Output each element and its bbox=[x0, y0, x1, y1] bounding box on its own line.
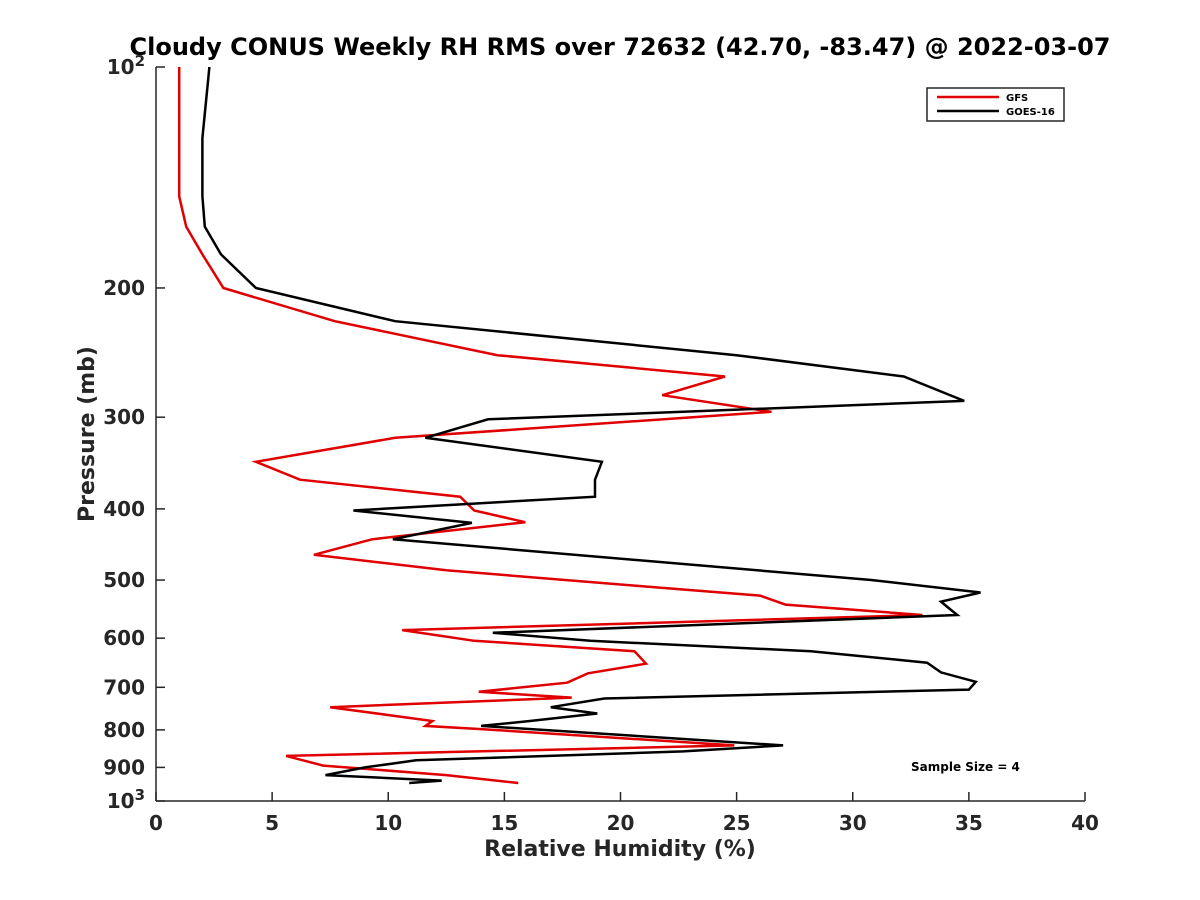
series-line-gfs bbox=[177, 67, 923, 785]
y-tick-label: 700 bbox=[103, 675, 145, 699]
y-tick-label: 500 bbox=[103, 568, 145, 592]
x-axis-ticks: 0 5 10 15 20 25 30 35 40 bbox=[149, 792, 1099, 835]
x-tick-label: 20 bbox=[607, 811, 635, 835]
y-axis-label: Pressure (mb) bbox=[75, 346, 100, 522]
x-tick-label: 15 bbox=[490, 811, 518, 835]
y-tick-label: 103 bbox=[107, 786, 145, 813]
x-tick-label: 0 bbox=[149, 811, 163, 835]
x-tick-label: 30 bbox=[839, 811, 867, 835]
y-tick-label: 102 bbox=[107, 52, 145, 79]
x-tick-label: 35 bbox=[955, 811, 983, 835]
sample-size-annotation: Sample Size = 4 bbox=[911, 760, 1020, 774]
y-tick-label: 200 bbox=[103, 276, 145, 300]
plot-area: 0 5 10 15 20 25 30 35 40 102 200 300 400 500 600 700 80… bbox=[103, 52, 1099, 835]
y-tick-label: 300 bbox=[103, 405, 145, 429]
x-tick-label: 40 bbox=[1071, 811, 1099, 835]
y-tick-label: 600 bbox=[103, 626, 145, 650]
legend-box bbox=[926, 87, 1065, 122]
chart-title: Cloudy CONUS Weekly RH RMS over 72632 (4… bbox=[130, 33, 1111, 61]
y-tick-label: 400 bbox=[103, 497, 145, 521]
y-axis-ticks: 102 200 300 400 500 600 700 800 900 103 bbox=[103, 52, 165, 813]
legend: GFS GOES-16 bbox=[926, 87, 1065, 122]
legend-label-goes16: GOES-16 bbox=[1006, 107, 1055, 118]
y-tick-label: 800 bbox=[103, 718, 145, 742]
series-layer bbox=[177, 66, 981, 785]
legend-label-gfs: GFS bbox=[1006, 93, 1028, 104]
x-tick-label: 10 bbox=[374, 811, 402, 835]
series-line-goes16 bbox=[201, 66, 981, 785]
x-tick-label: 5 bbox=[265, 811, 279, 835]
y-tick-label: 900 bbox=[103, 755, 145, 779]
axes-background bbox=[156, 67, 1085, 801]
x-tick-label: 25 bbox=[723, 811, 751, 835]
x-axis-label: Relative Humidity (%) bbox=[484, 837, 756, 862]
